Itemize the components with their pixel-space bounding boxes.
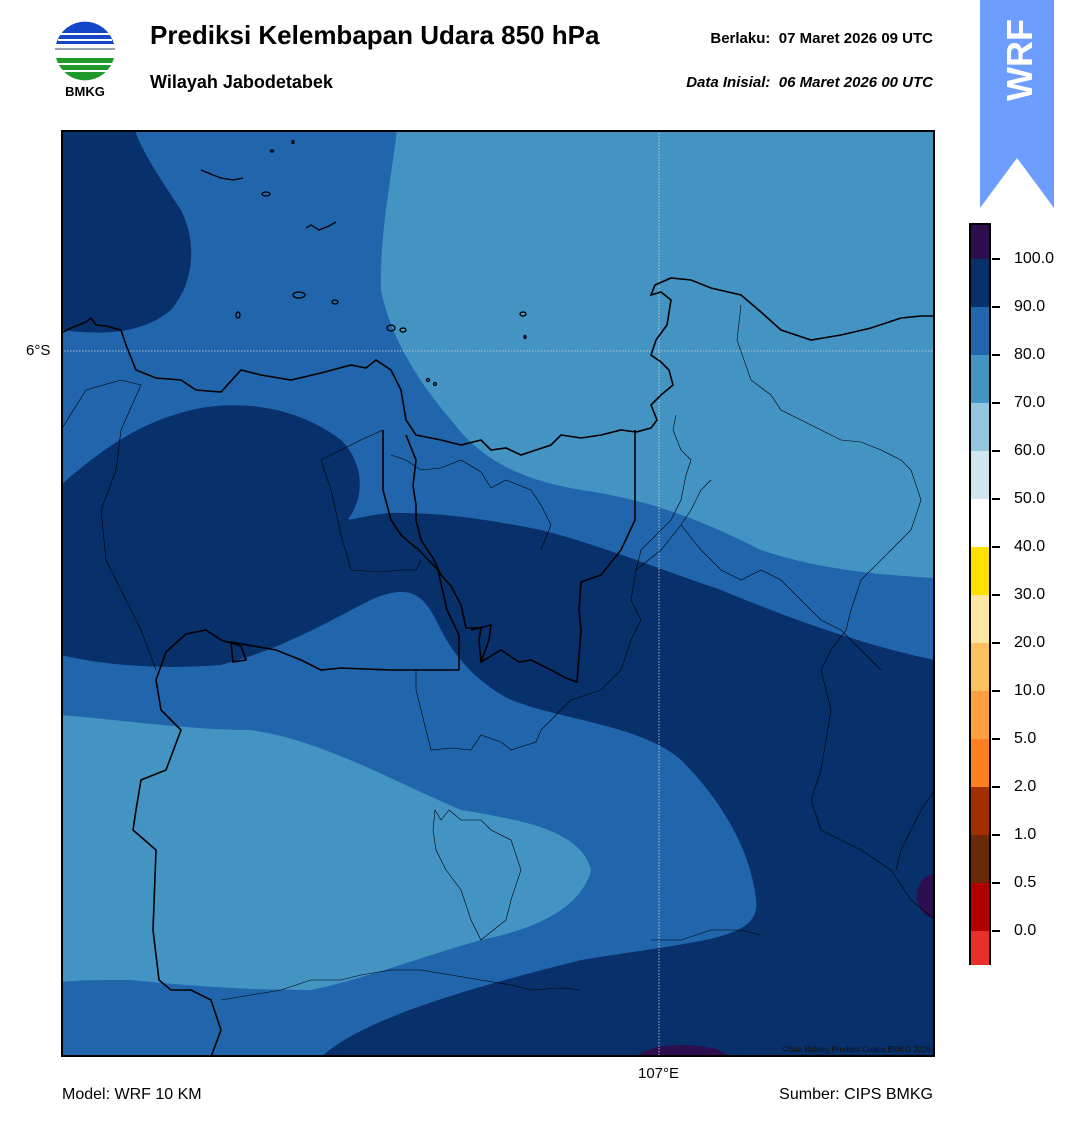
colorbar-tick — [992, 306, 1000, 308]
source-label: Sumber: CIPS BMKG — [779, 1086, 933, 1103]
cb-segment-10-20 — [971, 643, 989, 691]
cb-segment-05-1 — [971, 835, 989, 883]
cb-segment-30-40 — [971, 547, 989, 595]
province-borders — [132, 430, 636, 1057]
colorbar-label: 60.0 — [1014, 442, 1046, 459]
cb-segment-70-80 — [971, 355, 989, 403]
init-label: Data Inisial: — [686, 74, 771, 91]
cb-segment-50-60 — [971, 451, 989, 499]
colorbar-tick — [992, 642, 1000, 644]
humidity-band-90-100-northwest — [61, 130, 192, 333]
cb-segment-1-2 — [971, 787, 989, 835]
map-frame — [61, 130, 935, 1057]
cb-segment-60-70 — [971, 403, 989, 451]
colorbar-label: 5.0 — [1014, 730, 1037, 747]
colorbar-label: 30.0 — [1014, 586, 1046, 603]
init-value: 06 Maret 2026 00 UTC — [778, 74, 933, 91]
valid-label: Berlaku: — [710, 30, 771, 47]
colorbar-label: 40.0 — [1014, 538, 1046, 555]
colorbar-label: 70.0 — [1014, 394, 1046, 411]
colorbar-tick — [992, 882, 1000, 884]
colorbar-label: 100.0 — [1014, 250, 1055, 267]
regency-borders — [61, 304, 935, 1001]
colorbar-label: 1.0 — [1014, 826, 1037, 843]
colorbar-tick — [992, 786, 1000, 788]
cb-segment-above-100 — [971, 225, 989, 259]
colorbar-tick — [992, 354, 1000, 356]
humidity-map: ©Sub Bidang Prediksi Cuaca BMKG 2026 — [61, 130, 935, 1057]
valid-value: 07 Maret 2026 09 UTC — [778, 30, 933, 47]
cb-segment-0-05 — [971, 883, 989, 931]
colorbar-tick — [992, 834, 1000, 836]
cb-segment-5-10 — [971, 691, 989, 739]
colorbar-tick — [992, 546, 1000, 548]
colorbar-tick — [992, 450, 1000, 452]
colorbar-label: 50.0 — [1014, 490, 1046, 507]
islands — [200, 139, 527, 387]
colorbar-tick — [992, 738, 1000, 740]
latitude-label: 6°S — [26, 342, 51, 359]
colorbar-tick — [992, 690, 1000, 692]
wrf-badge: WRF — [980, 0, 1054, 208]
colorbar-label: 0.0 — [1014, 922, 1037, 939]
colorbar-label: 10.0 — [1014, 682, 1046, 699]
colorbar-label: 80.0 — [1014, 346, 1046, 363]
colorbar-tick — [992, 402, 1000, 404]
humidity-band-70-80-north — [380, 130, 935, 578]
cb-segment-40-50 — [971, 499, 989, 547]
bmkg-logo: BMKG — [50, 18, 120, 102]
humidity-band-70-80-southwest — [61, 715, 591, 990]
colorbar-tick — [992, 258, 1000, 260]
model-label: Model: WRF 10 KM — [62, 1086, 202, 1103]
humidity-band-above-100-south — [639, 1045, 727, 1057]
bmkg-emblem-icon — [55, 21, 115, 81]
colorbar-tick — [992, 498, 1000, 500]
cb-segment-90-100 — [971, 259, 989, 307]
map-copyright: ©Sub Bidang Prediksi Cuaca BMKG 2026 — [782, 1045, 932, 1054]
cb-segment-20-30 — [971, 595, 989, 643]
wrf-badge-text: WRF — [999, 19, 1040, 101]
cb-segment-below-0 — [971, 931, 989, 965]
coastline — [61, 277, 935, 456]
colorbar-label: 2.0 — [1014, 778, 1037, 795]
valid-time: Berlaku: 07 Maret 2026 09 UTC — [710, 30, 933, 47]
colorbar-label: 90.0 — [1014, 298, 1046, 315]
init-time: Data Inisial: 06 Maret 2026 00 UTC — [686, 74, 933, 91]
map-subtitle: Wilayah Jabodetabek — [150, 72, 333, 92]
colorbar-tick — [992, 594, 1000, 596]
longitude-label: 107°E — [638, 1065, 680, 1082]
cb-segment-80-90 — [971, 307, 989, 355]
map-title: Prediksi Kelembapan Udara 850 hPa — [150, 20, 600, 50]
humidity-band-above-100-east — [917, 874, 935, 918]
colorbar — [969, 223, 991, 965]
colorbar-label: 20.0 — [1014, 634, 1046, 651]
cb-segment-2-5 — [971, 739, 989, 787]
logo-text: BMKG — [65, 84, 105, 99]
colorbar-tick — [992, 930, 1000, 932]
colorbar-label: 0.5 — [1014, 874, 1037, 891]
